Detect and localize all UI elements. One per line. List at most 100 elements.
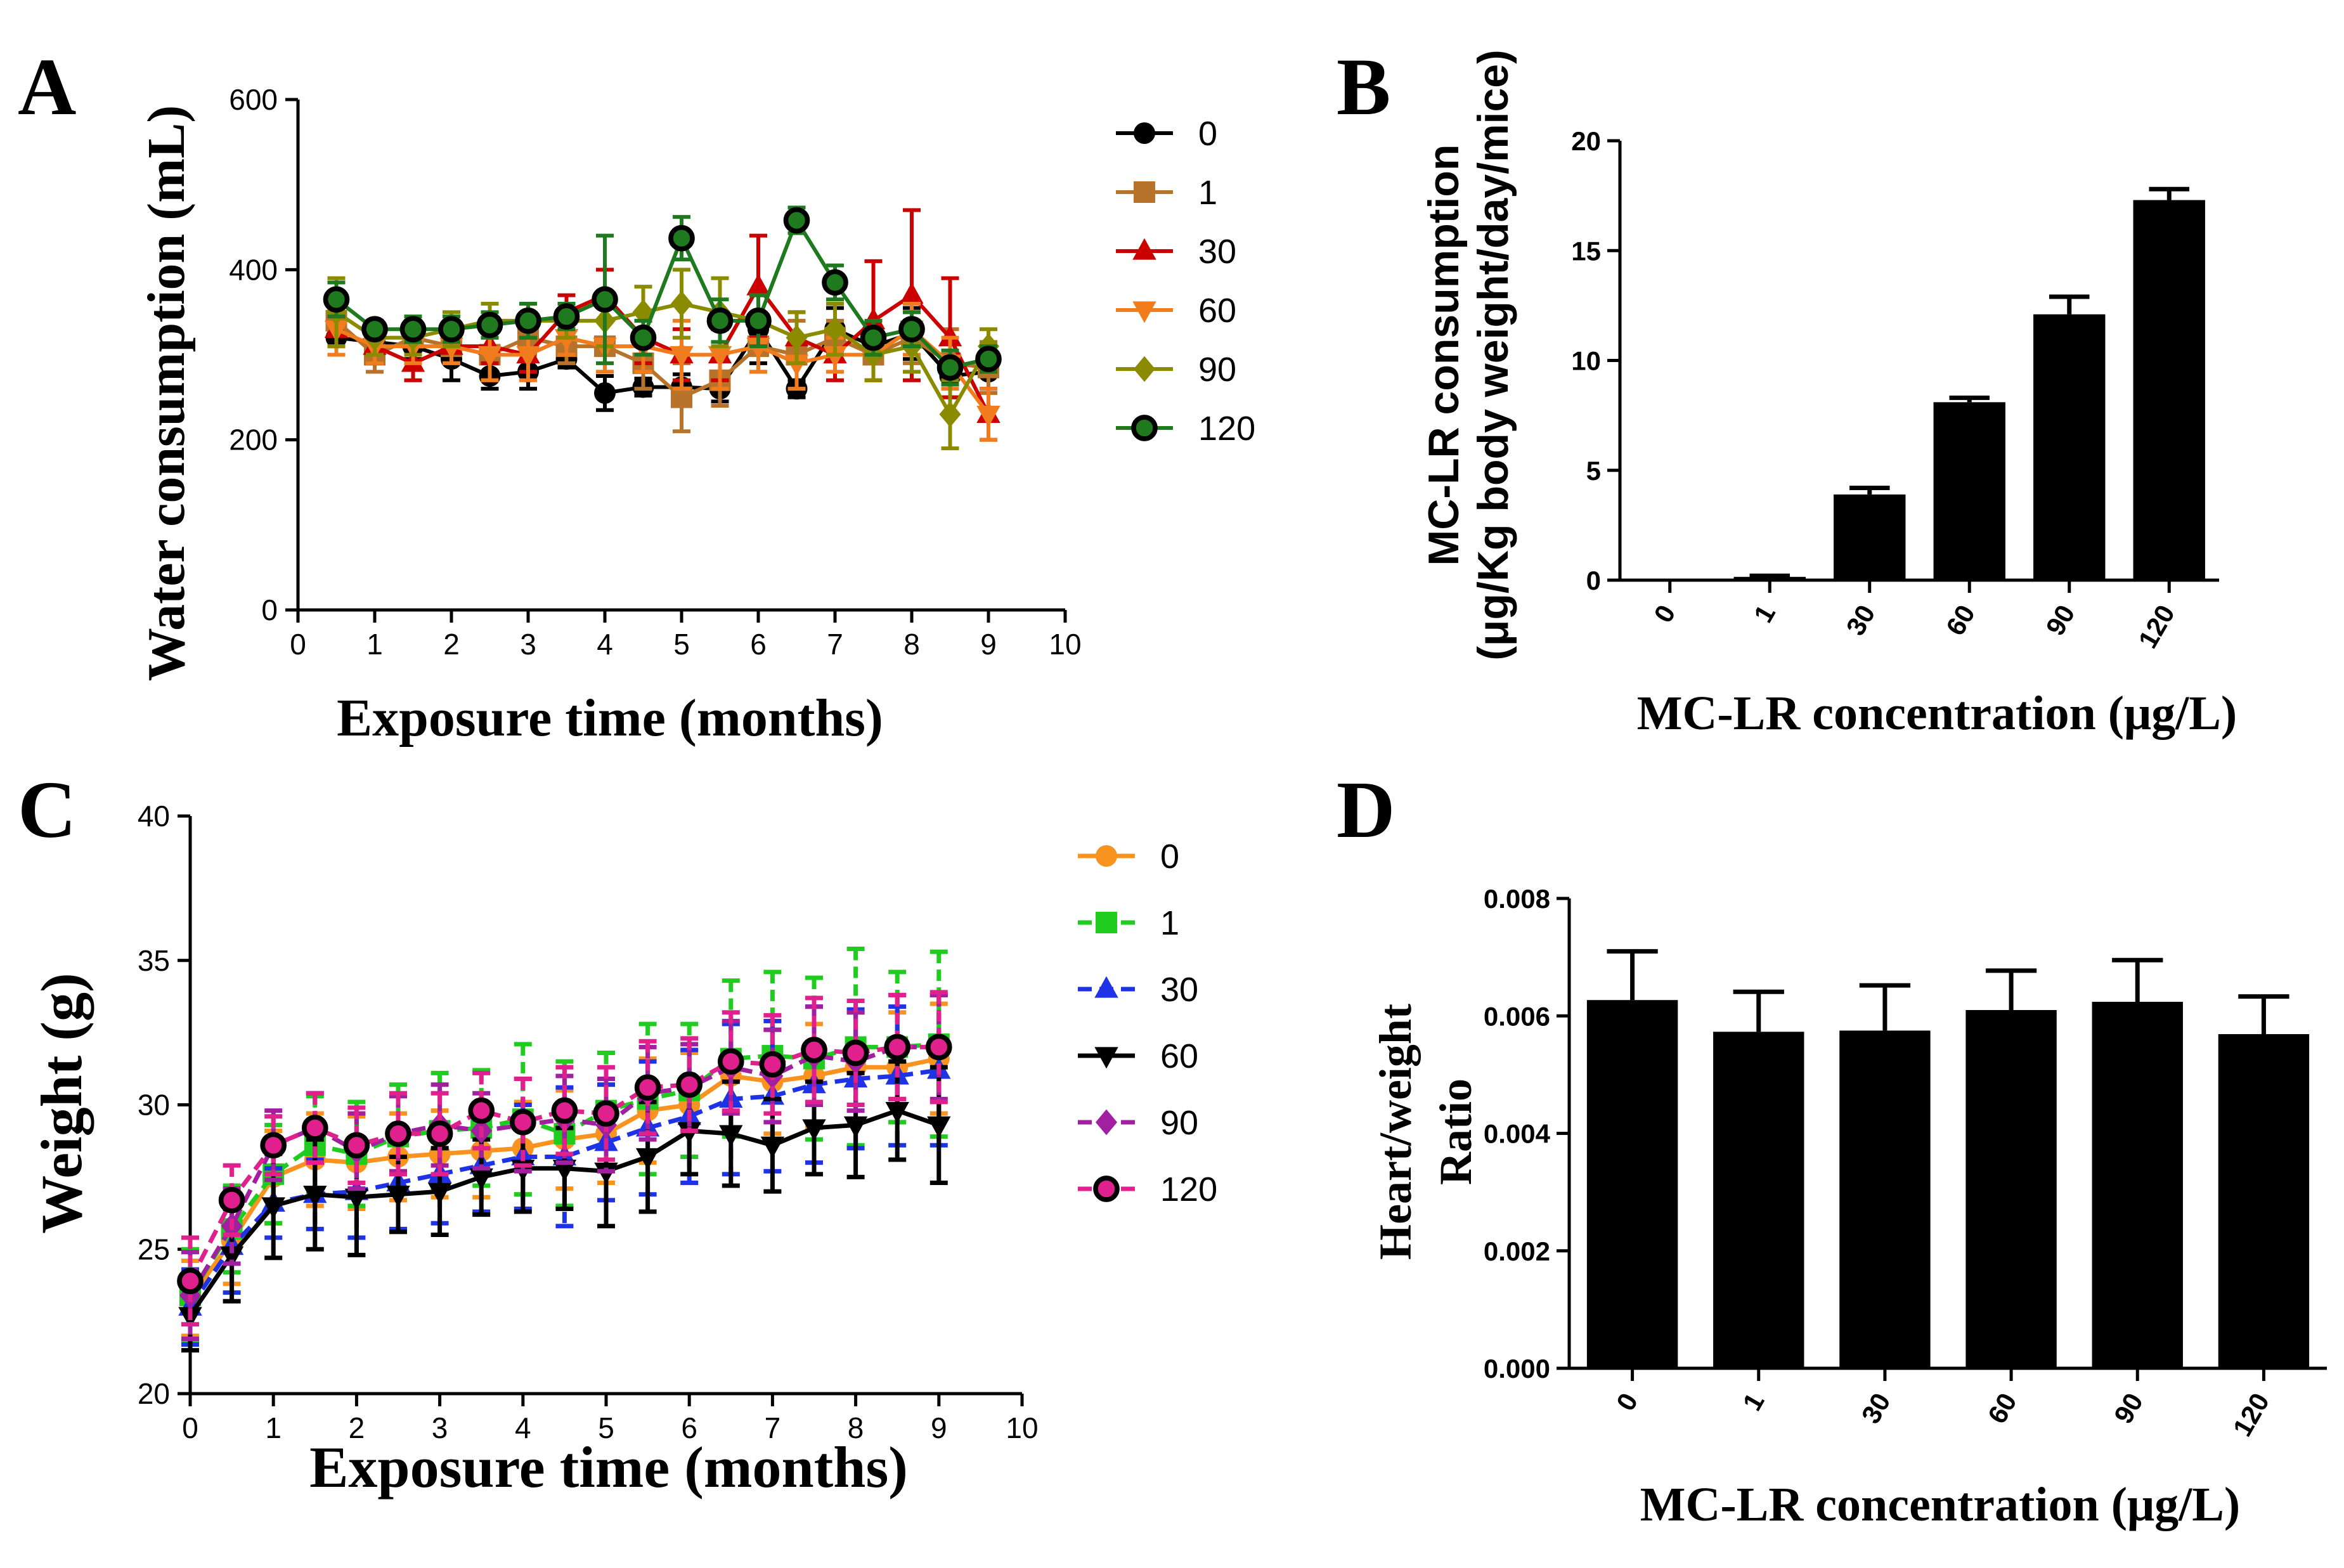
x-tick-label: 30 [1840, 600, 1881, 640]
x-tick-label: 9 [931, 1411, 947, 1444]
legend-item-0: 0 [1116, 115, 1217, 153]
data-point [218, 1186, 245, 1214]
data-point [385, 1120, 411, 1147]
data-point [553, 303, 580, 330]
x-tick-label: 0 [1610, 1388, 1643, 1416]
legend-item-1: 1 [1116, 174, 1217, 212]
legend-marker [1132, 238, 1156, 260]
x-tick-label: 90 [2108, 1388, 2149, 1429]
data-point [303, 1186, 327, 1208]
y-tick-label: 0.002 [1484, 1236, 1550, 1266]
legend-item-120: 120 [1116, 410, 1255, 448]
legend-item-30: 30 [1078, 971, 1198, 1009]
legend-label: 60 [1160, 1037, 1198, 1075]
panel-d-ylabel-line1: Heart/weight [1370, 1004, 1421, 1260]
data-point [635, 1148, 660, 1170]
data-point [177, 1267, 204, 1295]
x-tick-label: 9 [980, 628, 997, 661]
x-tick-label: 4 [597, 628, 613, 661]
series-60 [178, 1059, 951, 1353]
y-tick-label: 600 [229, 83, 278, 116]
legend-marker [1094, 1047, 1118, 1069]
y-tick-label: 200 [229, 424, 278, 457]
data-point [842, 1039, 869, 1066]
data-point [824, 316, 846, 342]
legend-marker [1094, 976, 1118, 998]
data-point [630, 324, 657, 351]
data-point [671, 290, 692, 317]
data-point [976, 405, 1000, 427]
panel-c-plot: 0 1 2 3 4 5 6 7 8 9 10 20 25 30 35 40 0 1 30 60 90 120 [138, 800, 1217, 1444]
bar [2133, 200, 2205, 580]
series-60 [324, 302, 1000, 442]
data-point [885, 1102, 909, 1124]
legend-marker [1134, 122, 1155, 144]
x-tick-label: 8 [903, 628, 920, 661]
legend-label: 120 [1198, 410, 1255, 448]
x-tick-label: 3 [432, 1411, 448, 1444]
y-tick-label: 0 [261, 593, 278, 626]
x-tick-label: 90 [2040, 600, 2080, 640]
data-point [759, 1051, 786, 1078]
y-tick-label: 5 [1586, 456, 1601, 486]
data-point [468, 1097, 495, 1124]
x-tick-label: 1 [1737, 1388, 1770, 1416]
x-tick-label: 7 [827, 628, 843, 661]
data-point [516, 346, 540, 368]
legend-item-90: 90 [1078, 1104, 1198, 1142]
legend-marker [1096, 912, 1117, 933]
data-point [668, 224, 695, 252]
data-point [323, 286, 350, 313]
legend-item-1: 1 [1078, 904, 1179, 942]
data-point [427, 1182, 452, 1205]
legend-label: 60 [1198, 292, 1236, 330]
legend-marker [1131, 415, 1158, 441]
data-point [438, 316, 465, 343]
data-point [509, 1109, 536, 1136]
bar [1839, 1030, 1931, 1368]
y-tick-label: 0.008 [1484, 884, 1550, 914]
data-point [594, 382, 616, 404]
x-tick-label: 2 [443, 628, 460, 661]
y-tick-label: 400 [229, 253, 278, 286]
data-point [760, 1136, 785, 1158]
x-tick-label: 0 [290, 628, 306, 661]
legend-label: 90 [1198, 351, 1236, 389]
panel-c-xlabel: Exposure time (months) [309, 1435, 908, 1500]
data-point [301, 1115, 328, 1141]
legend-item-90: 90 [1116, 351, 1236, 389]
panel-c-ylabel: Weight (g) [29, 973, 94, 1233]
y-tick-label: 0.006 [1484, 1001, 1550, 1031]
data-point [469, 1168, 493, 1190]
bar [2033, 314, 2106, 580]
legend-item-120: 120 [1078, 1170, 1217, 1208]
data-point [706, 308, 734, 334]
data-point [927, 1116, 951, 1138]
bar [1733, 576, 1806, 580]
data-point [477, 346, 502, 368]
x-tick-label: 7 [765, 1411, 781, 1444]
panel-a-xlabel: Exposure time (months) [337, 689, 883, 748]
data-point [801, 1037, 827, 1063]
data-point [746, 273, 770, 295]
x-tick-label: 120 [2227, 1388, 2275, 1441]
legend-label: 1 [1198, 174, 1217, 212]
panel-a-ylabel: Water consumption (mL) [137, 105, 196, 681]
y-tick-label: 25 [138, 1233, 170, 1266]
panel-b-xlabel: MC-LR concentration (μg/L) [1637, 687, 2237, 740]
x-tick-label: 120 [2132, 600, 2180, 653]
legend-marker [1096, 845, 1117, 867]
data-point [634, 1074, 661, 1101]
panel-b-plot: 0 5 10 15 20 0 1 30 60 90 120 [1571, 126, 2219, 653]
x-tick-label: 0 [1648, 600, 1681, 628]
data-point [975, 346, 1002, 373]
series-line-90 [335, 301, 990, 418]
y-tick-label: 20 [1571, 126, 1601, 156]
data-point [898, 316, 925, 343]
panel-d-xlabel: MC-LR concentration (μg/L) [1640, 1478, 2240, 1531]
data-point [551, 1097, 578, 1124]
x-tick-label: 8 [848, 1411, 864, 1444]
legend-item-60: 60 [1078, 1037, 1198, 1075]
panel-a-plot: 0 1 2 3 4 5 6 7 8 9 10 0 200 400 600 0 1 30 60 90 120 [229, 83, 1255, 661]
data-point [860, 324, 887, 351]
